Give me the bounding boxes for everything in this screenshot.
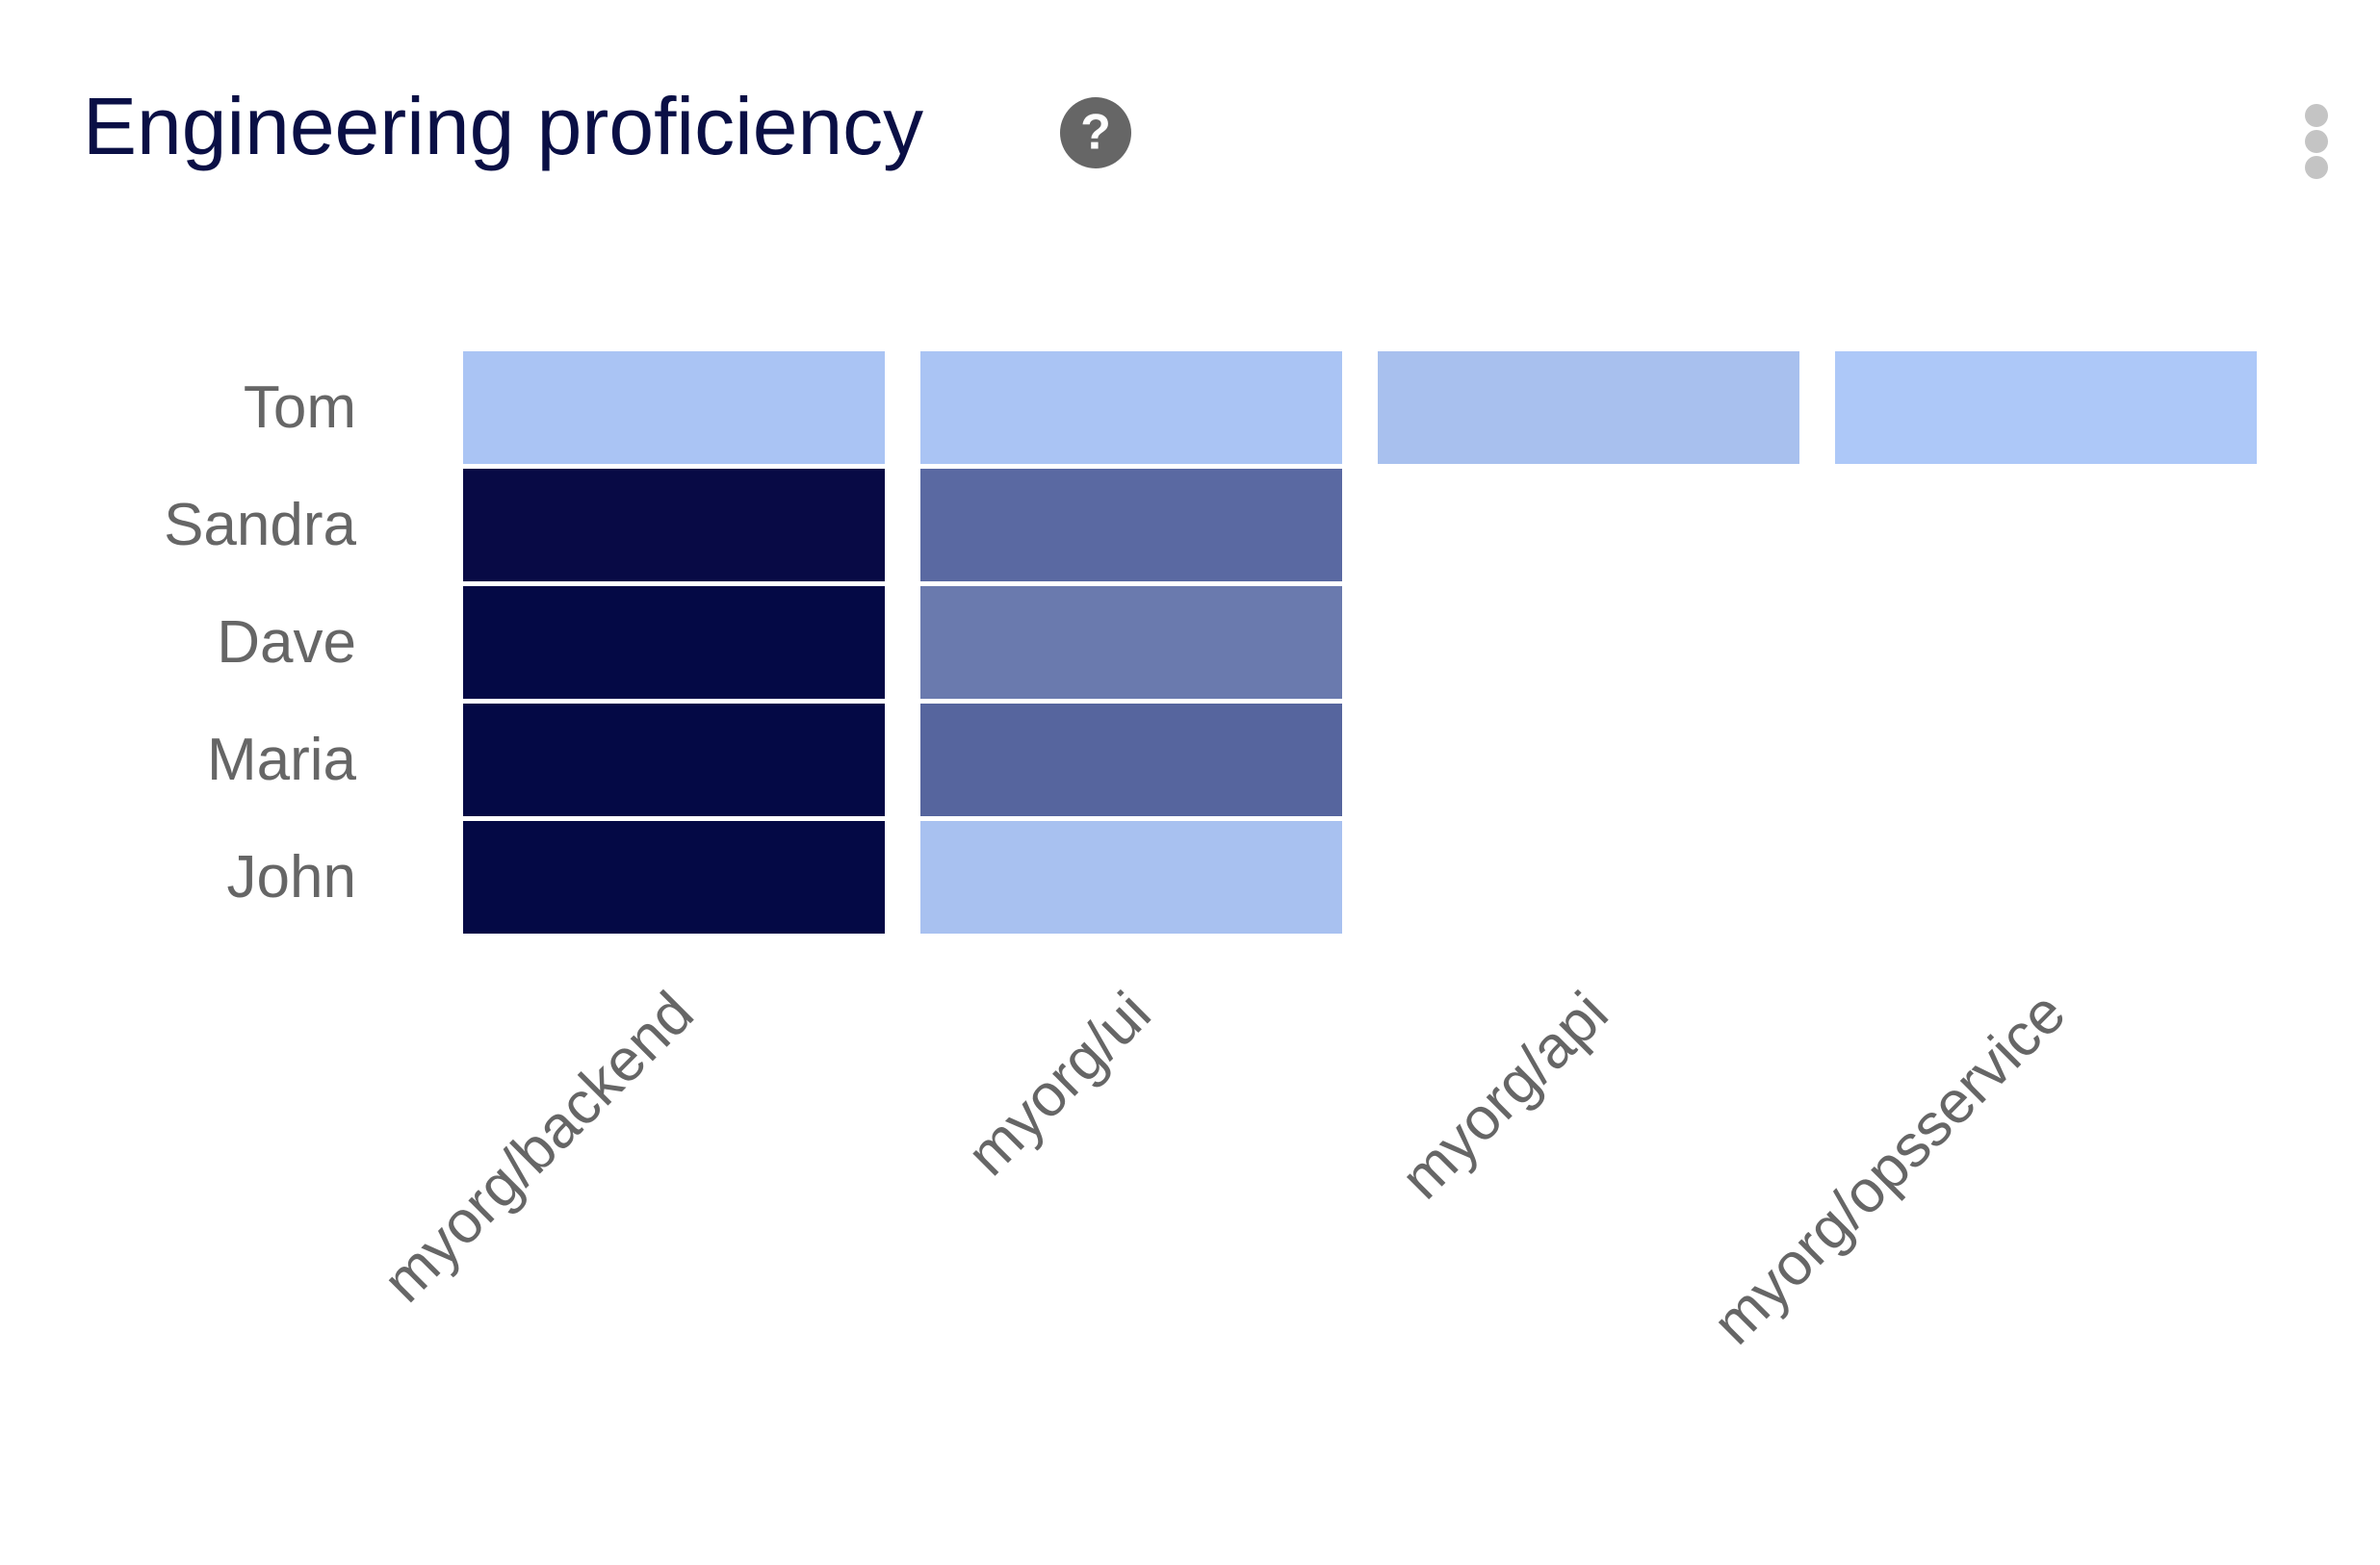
row-label: Maria bbox=[207, 727, 357, 793]
column-label: myorg/ui bbox=[955, 980, 1164, 1189]
column-label: myorg/api bbox=[1388, 980, 1620, 1212]
row-label: John bbox=[227, 844, 356, 911]
heatmap-cell bbox=[920, 351, 1342, 464]
menu-button[interactable] bbox=[2305, 104, 2328, 179]
column-label: myorg/opsservice bbox=[1700, 980, 2078, 1357]
help-icon[interactable]: ? bbox=[1060, 97, 1131, 168]
svg-text:?: ? bbox=[1080, 105, 1111, 161]
row-label: Tom bbox=[244, 374, 356, 441]
heatmap-cell bbox=[920, 821, 1342, 934]
heatmap-cell bbox=[463, 469, 885, 581]
heatmap-cell bbox=[920, 469, 1342, 581]
row-label: Sandra bbox=[164, 492, 356, 558]
heatmap-cell bbox=[1378, 351, 1799, 464]
heatmap-cell bbox=[463, 821, 885, 934]
heatmap-cell bbox=[1835, 351, 2257, 464]
heatmap-cell bbox=[920, 586, 1342, 699]
column-label: myorg/backend bbox=[371, 980, 707, 1316]
heatmap-cell bbox=[463, 351, 885, 464]
heatmap-cell bbox=[920, 704, 1342, 816]
chart-title: Engineering proficiency bbox=[83, 81, 923, 171]
heatmap-cell bbox=[463, 586, 885, 699]
row-label: Dave bbox=[217, 609, 356, 676]
heatmap-cell bbox=[463, 704, 885, 816]
